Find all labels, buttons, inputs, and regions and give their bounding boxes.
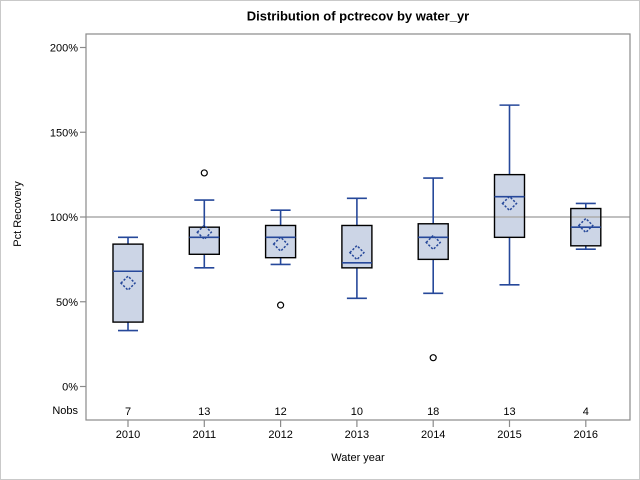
mean-diamond-2013 <box>348 244 365 261</box>
box-2015 <box>493 173 526 239</box>
x-axis-title: Water year <box>331 452 385 464</box>
x-tick-label-2012: 2012 <box>268 429 292 441</box>
chart-title: Distribution of pctrecov by water_yr <box>246 8 470 24</box>
x-tick-label-2014: 2014 <box>421 429 445 441</box>
y-tick-label-200%: 200% <box>50 43 78 55</box>
x-tick-label-2016: 2016 <box>574 429 598 441</box>
y-tick-label-0%: 0% <box>62 382 78 394</box>
box-fill-2014 <box>418 223 449 260</box>
nobs-value-2015: 13 <box>503 406 515 418</box>
x-tick-label-2013: 2013 <box>345 429 369 441</box>
nobs-value-2010: 7 <box>125 406 131 418</box>
box-fill-2013 <box>341 225 372 268</box>
y-tick-label-150%: 150% <box>50 127 78 139</box>
y-tick-label-50%: 50% <box>56 297 78 309</box>
x-tick-label-2011: 2011 <box>192 429 216 441</box>
box-fill-2010 <box>113 244 143 323</box>
box-fill-2015 <box>494 174 525 238</box>
nobs-value-2012: 12 <box>274 406 286 418</box>
nobs-value-2014: 18 <box>427 406 439 418</box>
box-2011 <box>188 226 221 255</box>
box-2012 <box>264 224 297 259</box>
box-2014 <box>417 223 449 261</box>
box-fill-2011 <box>189 227 220 255</box>
nobs-value-2016: 4 <box>583 406 589 418</box>
plot-frame <box>85 33 631 421</box>
x-tick-label-2015: 2015 <box>497 429 521 441</box>
outlier-2012-0 <box>277 301 285 309</box>
outlier-2014-0 <box>429 354 437 362</box>
mean-diamond-2011 <box>196 224 213 241</box>
nobs-value-2013: 10 <box>351 406 363 418</box>
x-tick-label-2010: 2010 <box>116 429 140 441</box>
outlier-2011-0 <box>200 169 208 177</box>
box-2010 <box>112 243 144 323</box>
mean-diamond-2012 <box>272 236 289 253</box>
mean-diamond-2010 <box>119 275 137 292</box>
mean-diamond-2014 <box>425 234 442 251</box>
mean-diamond-2015 <box>501 195 518 212</box>
box-fill-2012 <box>265 225 296 258</box>
box-2013 <box>341 224 373 269</box>
nobs-value-2011: 13 <box>198 406 210 418</box>
mean-diamond-2016 <box>577 217 594 234</box>
nobs-row-label: Nobs <box>52 405 78 417</box>
y-tick-label-100%: 100% <box>50 212 78 224</box>
